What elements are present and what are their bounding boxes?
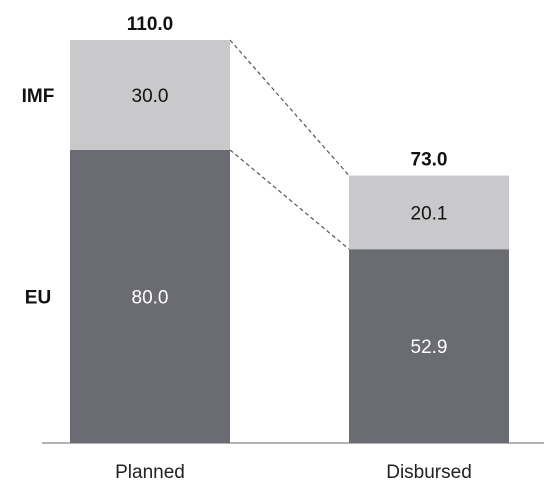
value-label-eu-planned: 80.0 <box>132 287 169 308</box>
value-label-imf-planned: 30.0 <box>132 86 169 107</box>
bar-imf-planned <box>70 40 230 150</box>
value-label-imf-disbursed: 20.1 <box>411 203 448 224</box>
connector-line-eu <box>229 149 350 250</box>
series-label-imf: IMF <box>22 86 55 107</box>
bar-imf-disbursed <box>349 175 509 250</box>
total-label-disbursed: 73.0 <box>411 150 448 171</box>
connector-line-total <box>229 39 350 176</box>
connector-lines <box>229 39 350 250</box>
bar-eu-planned <box>70 149 230 443</box>
labels-group: 80.0 30.0 110.0 Planned 52.9 20.1 73.0 Disburse… <box>22 14 472 483</box>
bar-eu-disbursed <box>349 249 509 443</box>
bars-group <box>70 40 509 443</box>
category-label-disbursed: Disbursed <box>386 462 472 483</box>
total-label-planned: 110.0 <box>127 14 174 35</box>
category-label-planned: Planned <box>115 462 185 483</box>
value-label-eu-disbursed: 52.9 <box>411 337 448 358</box>
series-label-eu: EU <box>25 287 51 308</box>
